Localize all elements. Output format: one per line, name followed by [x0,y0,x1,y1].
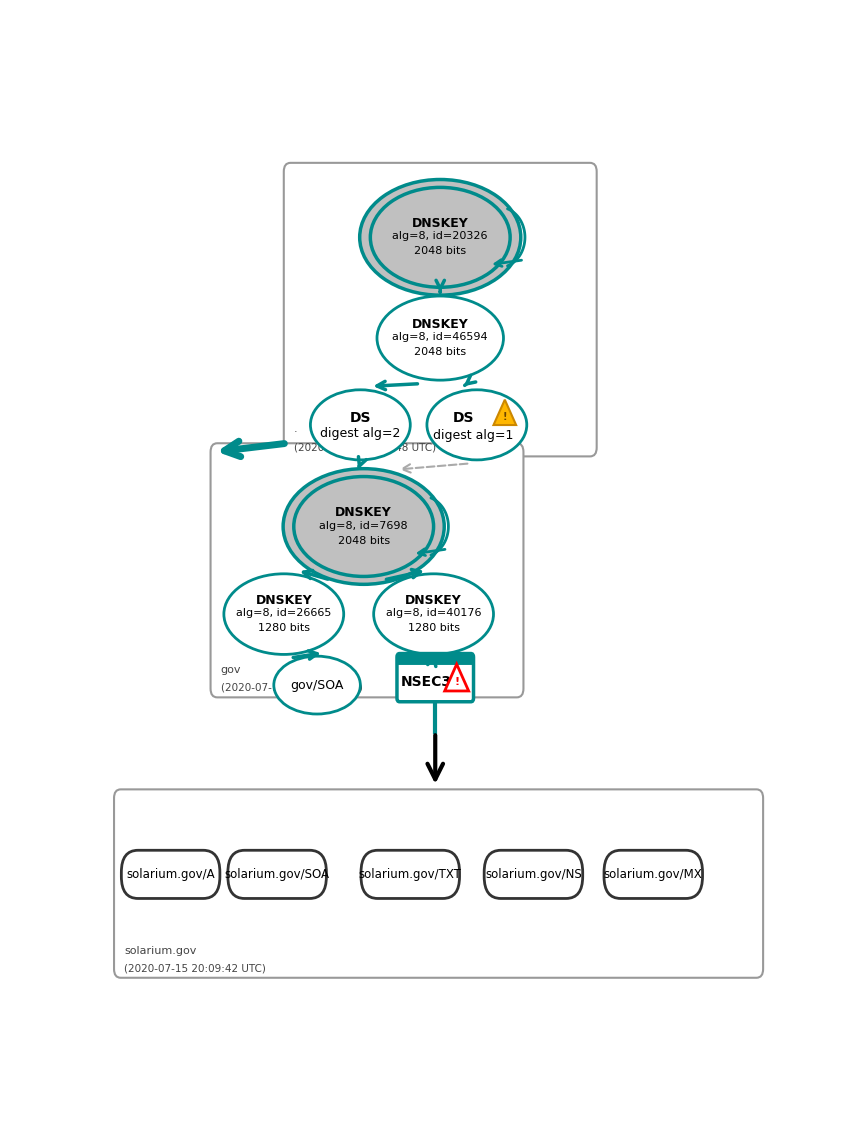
Text: (2020-07-15 20:09:42 UTC): (2020-07-15 20:09:42 UTC) [124,964,266,973]
FancyBboxPatch shape [397,653,473,665]
Text: DNSKEY: DNSKEY [405,594,462,607]
FancyBboxPatch shape [121,850,220,899]
FancyBboxPatch shape [283,163,597,456]
Ellipse shape [370,188,510,287]
FancyBboxPatch shape [210,444,523,698]
Text: 1280 bits: 1280 bits [258,624,310,633]
Text: alg=8, id=20326: alg=8, id=20326 [393,231,488,241]
Text: (2020-07-15 20:09:38 UTC): (2020-07-15 20:09:38 UTC) [221,683,362,693]
Text: DNSKEY: DNSKEY [411,217,469,230]
Text: DNSKEY: DNSKEY [335,506,392,519]
Polygon shape [445,665,469,691]
FancyBboxPatch shape [397,653,473,702]
Ellipse shape [283,469,444,584]
FancyBboxPatch shape [361,850,460,899]
Ellipse shape [274,657,361,714]
Text: (2020-07-15 17:44:48 UTC): (2020-07-15 17:44:48 UTC) [294,442,436,452]
Text: alg=8, id=46594: alg=8, id=46594 [393,332,488,343]
Ellipse shape [294,477,434,577]
Ellipse shape [224,574,344,654]
FancyBboxPatch shape [484,850,582,899]
Text: solarium.gov/MX: solarium.gov/MX [604,868,703,881]
Ellipse shape [427,390,527,460]
Text: DNSKEY: DNSKEY [255,594,312,607]
Ellipse shape [377,296,503,380]
FancyBboxPatch shape [228,850,326,899]
Text: solarium.gov/SOA: solarium.gov/SOA [225,868,330,881]
Ellipse shape [374,574,493,654]
Text: gov/SOA: gov/SOA [290,678,344,692]
Text: solarium.gov: solarium.gov [124,946,197,956]
Text: solarium.gov/NS: solarium.gov/NS [485,868,582,881]
Text: alg=8, id=26665: alg=8, id=26665 [236,608,332,618]
Text: 1280 bits: 1280 bits [407,624,460,633]
Text: DS: DS [350,411,371,424]
Text: digest alg=1: digest alg=1 [433,429,514,442]
Polygon shape [493,399,516,424]
Text: NSEC3: NSEC3 [400,675,452,688]
Text: .: . [294,424,297,435]
FancyBboxPatch shape [114,790,763,978]
Text: 2048 bits: 2048 bits [414,347,466,357]
Ellipse shape [360,180,521,295]
Text: alg=8, id=7698: alg=8, id=7698 [320,520,408,530]
Text: 2048 bits: 2048 bits [414,246,466,256]
Text: gov: gov [221,666,241,676]
Text: solarium.gov/A: solarium.gov/A [126,868,215,881]
Ellipse shape [310,390,411,460]
Text: DS: DS [453,411,474,424]
Text: !: ! [454,677,460,687]
Text: alg=8, id=40176: alg=8, id=40176 [386,608,481,618]
Text: solarium.gov/TXT: solarium.gov/TXT [359,868,462,881]
Text: DNSKEY: DNSKEY [411,318,469,330]
Text: digest alg=2: digest alg=2 [320,427,400,440]
FancyBboxPatch shape [604,850,703,899]
Text: !: ! [503,412,507,422]
Text: 2048 bits: 2048 bits [338,536,390,545]
